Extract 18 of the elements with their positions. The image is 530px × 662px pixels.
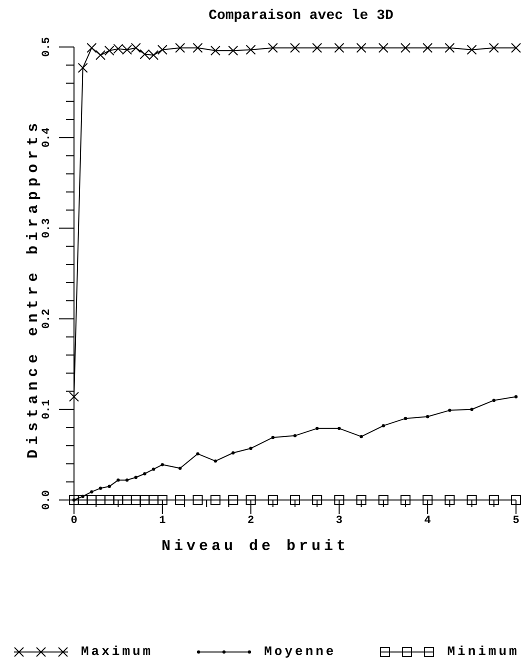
y-tick-label: 0.5	[41, 36, 53, 57]
x-axis-title: Niveau de bruit	[161, 538, 349, 555]
y-tick-label: 0.1	[41, 399, 53, 420]
x-tick-label: 5	[512, 515, 520, 527]
x-tick-label: 1	[159, 515, 166, 527]
y-tick-label: 0.3	[41, 218, 53, 238]
x-tick-label: 2	[247, 515, 254, 527]
x-tick-label: 0	[70, 515, 78, 527]
x-tick-label: 4	[424, 515, 432, 527]
x-tick-label: 3	[336, 515, 343, 527]
chart-title: Comparaison avec le 3D	[208, 8, 394, 24]
y-tick-label: 0.2	[41, 308, 53, 329]
y-axis-title: Distance entre birapports	[25, 118, 42, 459]
y-tick-label: 0.0	[41, 490, 53, 510]
legend-label: Moyenne	[264, 644, 336, 659]
legend-label: Maximum	[81, 644, 154, 659]
legend-label: Minimum	[447, 644, 520, 659]
y-tick-label: 0.4	[41, 127, 53, 148]
